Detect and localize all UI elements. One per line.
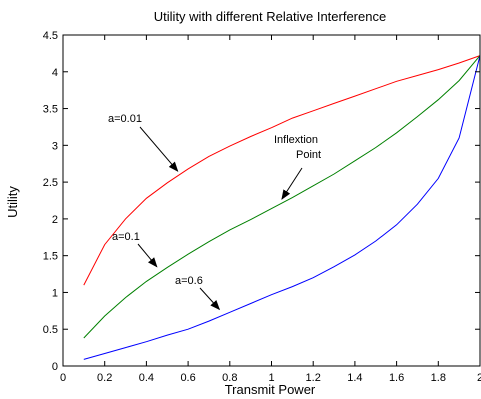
annotation-label: a=0.01 xyxy=(108,113,142,125)
axes: 0 0.2 0.4 0.6 0.8 1 1.2 1.4 1.6 1.8 2 0 0.5 1 1.5 2 2.5 3… xyxy=(43,30,481,384)
x-tick-label: 1.8 xyxy=(431,372,446,384)
x-tick-label: 0.8 xyxy=(222,372,237,384)
annotation-arrow xyxy=(137,243,158,268)
y-tick-label: 1.5 xyxy=(43,251,58,263)
annotation-label-line2: Point xyxy=(296,149,321,161)
y-tick-label: 2.5 xyxy=(43,177,58,189)
annotation-arrow xyxy=(281,167,303,200)
plot-frame xyxy=(62,34,481,367)
x-tick-label: 2 xyxy=(477,372,481,384)
y-tick-label: 0 xyxy=(52,361,58,373)
y-axis-label: Utility xyxy=(5,186,20,218)
y-tick-label: 3 xyxy=(52,140,58,152)
y-tick-label: 0.5 xyxy=(43,324,58,336)
annotation-arrow xyxy=(139,126,179,172)
annotation-arrow xyxy=(199,287,221,311)
y-tick-label: 4.5 xyxy=(43,30,58,42)
series-line-2 xyxy=(83,55,481,360)
x-tick-label: 1 xyxy=(268,372,274,384)
y-tick-label: 2 xyxy=(52,214,58,226)
x-tick-label: 0.4 xyxy=(139,372,154,384)
plot-area xyxy=(83,55,481,360)
annotations: a=0.01 Inflextion Point a=0.1 a=0.6 xyxy=(108,113,321,311)
y-tick-label: 1 xyxy=(52,287,58,299)
annotation-label: a=0.1 xyxy=(112,231,140,243)
y-tick-label: 3.5 xyxy=(43,104,58,116)
x-tick-label: 1.2 xyxy=(306,372,321,384)
x-tick-label: 0.2 xyxy=(97,372,112,384)
x-axis-label: Transmit Power xyxy=(225,382,316,397)
x-tick-label: 0.6 xyxy=(180,372,195,384)
series-line-0 xyxy=(83,55,481,286)
annotation-label: a=0.6 xyxy=(175,275,203,287)
chart-title: Utility with different Relative Interfer… xyxy=(154,9,386,24)
series-line-1 xyxy=(83,55,481,339)
y-tick-label: 4 xyxy=(52,67,58,79)
x-tick-label: 0 xyxy=(60,372,66,384)
x-tick-label: 1.4 xyxy=(347,372,362,384)
annotation-label: Inflextion xyxy=(274,134,318,146)
x-tick-label: 1.6 xyxy=(389,372,404,384)
